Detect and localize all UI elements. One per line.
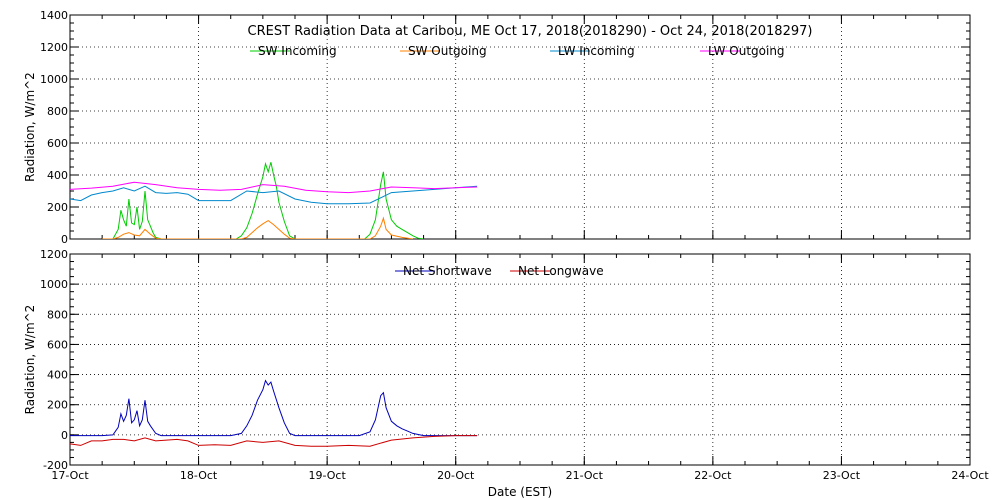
- legend-label: Net Shortwave: [403, 264, 492, 278]
- y-tick-label: 0: [61, 429, 68, 442]
- x-tick-label: 23-Oct: [823, 469, 861, 482]
- x-tick-label: 21-Oct: [566, 469, 604, 482]
- y-tick-label: 600: [47, 338, 68, 351]
- legend-label: SW Incoming: [258, 44, 337, 58]
- y-tick-label: 600: [47, 137, 68, 150]
- x-tick-label: 20-Oct: [437, 469, 475, 482]
- legend-label: Net Longwave: [518, 264, 604, 278]
- series-line-net-longwave: [70, 435, 478, 447]
- y-tick-label: -200: [43, 459, 68, 472]
- y-tick-label: 400: [47, 169, 68, 182]
- y-tick-label: 1000: [40, 73, 68, 86]
- top-panel: 0 200 400 600 800 1000 1200 1400 Radiation, W/m^…: [23, 9, 971, 246]
- y-axis-label: Radiation, W/m^2: [23, 72, 37, 182]
- y-tick-label: 1000: [40, 278, 68, 291]
- y-tick-label: 800: [47, 105, 68, 118]
- y-tick-label: 0: [61, 233, 68, 246]
- plot-frame: [69, 14, 971, 240]
- x-tick-label: 17-Oct: [51, 469, 89, 482]
- series-line-lw-incoming: [70, 185, 478, 205]
- series-line-net-shortwave: [70, 379, 478, 437]
- y-tick-label: 1200: [40, 41, 68, 54]
- y-tick-label: 400: [47, 369, 68, 382]
- plot-frame: [69, 253, 971, 466]
- x-tick-label: 18-Oct: [180, 469, 218, 482]
- y-axis-label: Radiation, W/m^2: [23, 305, 37, 415]
- x-tick-label: 24-Oct: [951, 469, 989, 482]
- y-tick-label: 200: [47, 399, 68, 412]
- y-tick-label: 200: [47, 201, 68, 214]
- chart-title: CREST Radiation Data at Caribou, ME Oct …: [248, 24, 813, 39]
- series-line-lw-outgoing: [70, 181, 478, 194]
- bottom-panel: -200 0 200 400 600 800 1000 1200 17-Oct 18-Oct 19-…: [23, 248, 989, 499]
- legend-label: LW Incoming: [558, 44, 635, 58]
- legend-label: SW Outgoing: [408, 44, 487, 58]
- y-tick-label: 1200: [40, 248, 68, 261]
- x-tick-label: 19-Oct: [308, 469, 346, 482]
- legend-label: LW Outgoing: [708, 44, 785, 58]
- y-tick-label: 800: [47, 308, 68, 321]
- series-line-sw-outgoing: [102, 216, 413, 239]
- x-axis-label: Date (EST): [488, 485, 552, 499]
- x-tick-label: 22-Oct: [694, 469, 732, 482]
- y-tick-label: 1400: [40, 9, 68, 22]
